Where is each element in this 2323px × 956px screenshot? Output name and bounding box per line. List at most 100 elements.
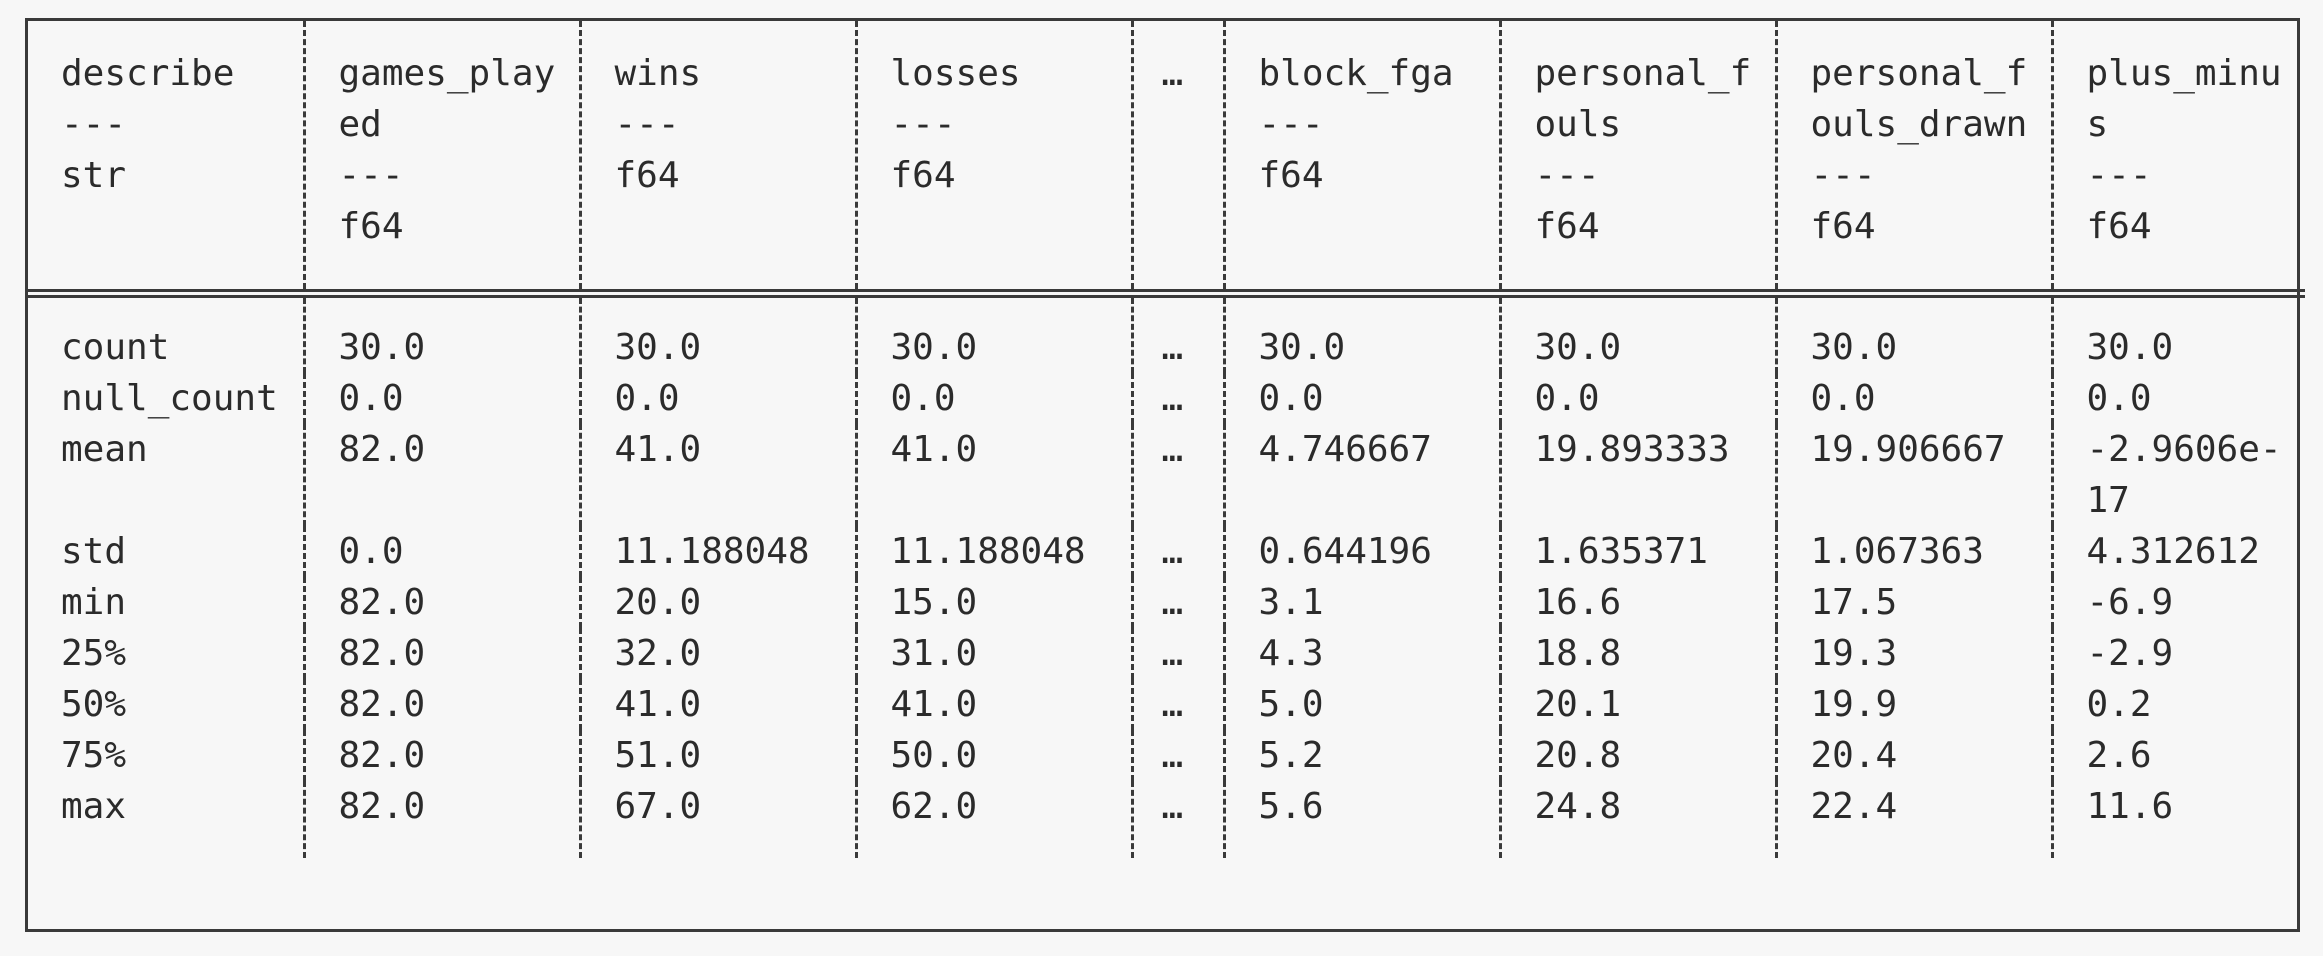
column-dtype: f64 [2086,206,2152,247]
table-cell: 4.746667 [1222,423,1500,526]
column-dtype: f64 [338,206,404,247]
column-name: personal_fouls [1534,53,1752,145]
dtype-separator: --- [1258,104,1324,145]
ellipsis-cell: … [1130,423,1224,526]
table-cell: 82.0 [302,678,580,730]
row-label: std [61,530,127,572]
table-cell: 1.067363 [1774,525,2052,577]
ellipsis-cell: … [1130,576,1224,628]
column-header-personal-fouls-drawn: personal_fouls_drawn --- f64 [1774,21,2052,293]
table-cell: 82.0 [302,780,580,858]
table-cell: 19.9 [1774,678,2052,730]
column-name: games_played [338,53,556,145]
row-label: 50% [61,683,127,725]
table-cell: 30.0 [2050,293,2305,373]
table-row: null_count 0.0 0.0 0.0 … 0.0 0.0 0.0 0.0 [28,372,2305,424]
table-cell: 22.4 [1774,780,2052,858]
column-header-games-played: games_played --- f64 [302,21,580,293]
table-cell: 2.6 [2050,729,2305,781]
table-cell: 32.0 [578,627,856,679]
dtype-separator: --- [338,155,404,196]
table-row: count 30.0 30.0 30.0 … 30.0 30.0 30.0 30… [28,293,2305,373]
table-cell: 0.0 [302,372,580,424]
table-cell: 30.0 [302,293,580,373]
table-cell: 11.188048 [578,525,856,577]
row-label: mean [61,428,148,470]
table-body: count 30.0 30.0 30.0 … 30.0 30.0 30.0 30… [28,293,2305,858]
table-cell: 5.0 [1222,678,1500,730]
table-cell: 20.1 [1498,678,1776,730]
table-cell: 20.4 [1774,729,2052,781]
table-cell: 0.0 [1222,372,1500,424]
table-cell: 20.0 [578,576,856,628]
table-cell: 67.0 [578,780,856,858]
dtype-separator: --- [890,104,956,145]
table-cell: 30.0 [1774,293,2052,373]
table-cell: 30.0 [578,293,856,373]
table-cell: 50.0 [854,729,1132,781]
table-cell: -2.9 [2050,627,2305,679]
table-row: std 0.0 11.188048 11.188048 … 0.644196 1… [28,525,2305,577]
ellipsis-cell: … [1130,627,1224,679]
table-cell: 4.312612 [2050,525,2305,577]
table-row: mean 82.0 41.0 41.0 … 4.746667 19.893333… [28,423,2305,526]
row-label: min [61,581,127,623]
column-header-block-fga: block_fga --- f64 [1222,21,1500,293]
table-cell: 11.188048 [854,525,1132,577]
table-row: 25% 82.0 32.0 31.0 … 4.3 18.8 19.3 -2.9 [28,627,2305,679]
table-row: 75% 82.0 51.0 50.0 … 5.2 20.8 20.4 2.6 [28,729,2305,781]
column-name: personal_fouls_drawn [1810,53,2028,145]
header-row: describe --- str games_played --- f64 wi… [28,21,2305,293]
table-cell: 15.0 [854,576,1132,628]
table-cell: 41.0 [854,678,1132,730]
table-cell: 16.6 [1498,576,1776,628]
column-dtype: f64 [614,155,680,196]
dtype-separator: --- [614,104,680,145]
table-cell: 82.0 [302,423,580,526]
column-name: wins [614,53,702,94]
table-cell: 62.0 [854,780,1132,858]
row-label: 25% [61,632,127,674]
dataframe-table-frame: describe --- str games_played --- f64 wi… [25,18,2305,932]
table-cell: 41.0 [578,678,856,730]
table-cell: 19.3 [1774,627,2052,679]
column-header-wins: wins --- f64 [578,21,856,293]
column-header-personal-fouls: personal_fouls --- f64 [1498,21,1776,293]
ellipsis-cell: … [1130,780,1224,858]
table-cell: 41.0 [578,423,856,526]
table-row: 50% 82.0 41.0 41.0 … 5.0 20.1 19.9 0.2 [28,678,2305,730]
table-cell: 0.0 [302,525,580,577]
column-name: describe [61,53,235,94]
table-cell: 0.0 [2050,372,2305,424]
table-cell: 18.8 [1498,627,1776,679]
column-header-describe: describe --- str [28,21,304,293]
table-cell: 0.0 [1498,372,1776,424]
column-dtype: f64 [1258,155,1324,196]
table-cell: 0.0 [578,372,856,424]
column-dtype: f64 [1534,206,1600,247]
table-cell: 1.635371 [1498,525,1776,577]
row-label: max [61,785,127,827]
table-cell: -2.9606e-17 [2050,423,2305,526]
ellipsis-cell: … [1130,729,1224,781]
ellipsis-cell: … [1130,293,1224,373]
table-cell: 19.906667 [1774,423,2052,526]
column-name: plus_minus [2086,53,2282,145]
table-cell: 20.8 [1498,729,1776,781]
row-label: count [61,326,170,368]
column-dtype: f64 [1810,206,1876,247]
column-dtype: str [61,155,127,196]
table-cell: 19.893333 [1498,423,1776,526]
table-cell: 0.0 [854,372,1132,424]
table-cell: 82.0 [302,576,580,628]
ellipsis-cell: … [1130,525,1224,577]
ellipsis-cell: … [1130,678,1224,730]
table-cell: 5.6 [1222,780,1500,858]
table-cell: 82.0 [302,627,580,679]
table-cell: 11.6 [2050,780,2305,858]
table-cell: 0.644196 [1222,525,1500,577]
column-header-ellipsis: … [1130,21,1224,293]
table-cell: 3.1 [1222,576,1500,628]
table-header: describe --- str games_played --- f64 wi… [28,21,2305,293]
table-cell: 41.0 [854,423,1132,526]
